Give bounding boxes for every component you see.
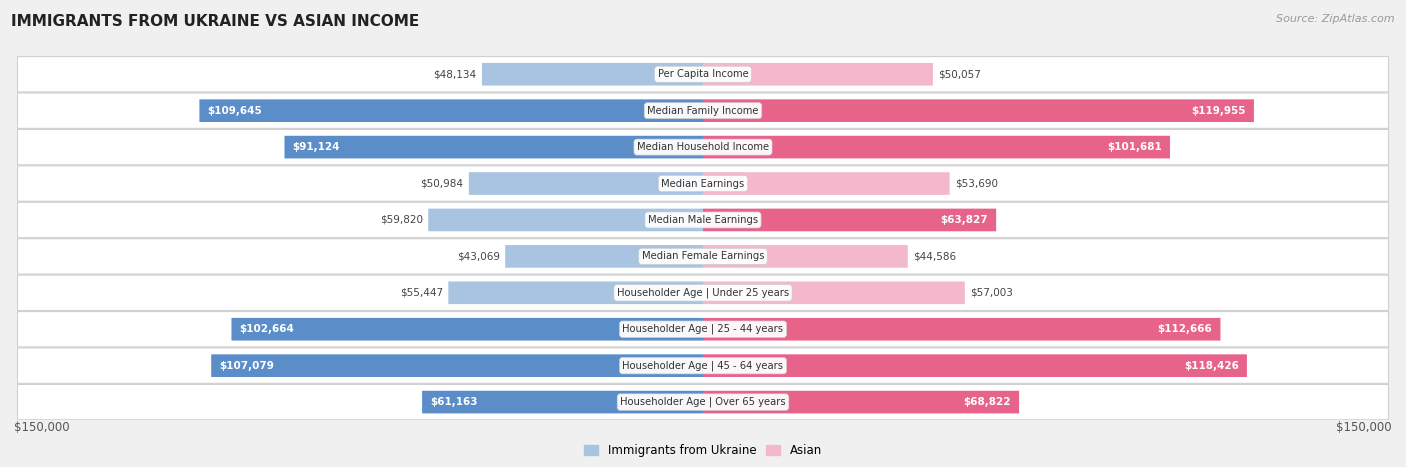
Text: $44,586: $44,586 — [914, 251, 956, 262]
Text: Householder Age | Over 65 years: Householder Age | Over 65 years — [620, 397, 786, 407]
Text: $57,003: $57,003 — [970, 288, 1014, 298]
FancyBboxPatch shape — [703, 99, 1254, 122]
Text: Median Family Income: Median Family Income — [647, 106, 759, 116]
FancyBboxPatch shape — [482, 63, 703, 85]
FancyBboxPatch shape — [703, 391, 1019, 413]
FancyBboxPatch shape — [703, 318, 1220, 340]
FancyBboxPatch shape — [468, 172, 703, 195]
Text: $150,000: $150,000 — [1336, 421, 1392, 434]
FancyBboxPatch shape — [211, 354, 703, 377]
FancyBboxPatch shape — [17, 166, 1389, 201]
FancyBboxPatch shape — [17, 239, 1389, 274]
Text: Median Male Earnings: Median Male Earnings — [648, 215, 758, 225]
Text: Householder Age | Under 25 years: Householder Age | Under 25 years — [617, 288, 789, 298]
FancyBboxPatch shape — [703, 245, 908, 268]
Text: Median Female Earnings: Median Female Earnings — [641, 251, 765, 262]
FancyBboxPatch shape — [284, 136, 703, 158]
Legend: Immigrants from Ukraine, Asian: Immigrants from Ukraine, Asian — [579, 439, 827, 462]
Text: $55,447: $55,447 — [399, 288, 443, 298]
Text: Median Earnings: Median Earnings — [661, 178, 745, 189]
FancyBboxPatch shape — [449, 282, 703, 304]
Text: $119,955: $119,955 — [1191, 106, 1246, 116]
FancyBboxPatch shape — [17, 275, 1389, 311]
FancyBboxPatch shape — [232, 318, 703, 340]
FancyBboxPatch shape — [505, 245, 703, 268]
FancyBboxPatch shape — [703, 172, 949, 195]
Text: $150,000: $150,000 — [14, 421, 70, 434]
Text: $63,827: $63,827 — [941, 215, 988, 225]
Text: Per Capita Income: Per Capita Income — [658, 69, 748, 79]
Text: $50,984: $50,984 — [420, 178, 464, 189]
FancyBboxPatch shape — [703, 354, 1247, 377]
FancyBboxPatch shape — [200, 99, 703, 122]
Text: $118,426: $118,426 — [1184, 361, 1239, 371]
FancyBboxPatch shape — [17, 348, 1389, 383]
Text: $53,690: $53,690 — [955, 178, 998, 189]
Text: $68,822: $68,822 — [963, 397, 1011, 407]
Text: Householder Age | 45 - 64 years: Householder Age | 45 - 64 years — [623, 361, 783, 371]
FancyBboxPatch shape — [17, 93, 1389, 128]
FancyBboxPatch shape — [703, 63, 934, 85]
Text: IMMIGRANTS FROM UKRAINE VS ASIAN INCOME: IMMIGRANTS FROM UKRAINE VS ASIAN INCOME — [11, 14, 419, 29]
FancyBboxPatch shape — [703, 209, 997, 231]
Text: $102,664: $102,664 — [240, 324, 295, 334]
Text: $61,163: $61,163 — [430, 397, 478, 407]
Text: $59,820: $59,820 — [380, 215, 423, 225]
Text: $109,645: $109,645 — [208, 106, 263, 116]
Text: $107,079: $107,079 — [219, 361, 274, 371]
FancyBboxPatch shape — [17, 311, 1389, 347]
Text: $48,134: $48,134 — [433, 69, 477, 79]
FancyBboxPatch shape — [17, 129, 1389, 165]
FancyBboxPatch shape — [17, 384, 1389, 420]
Text: $101,681: $101,681 — [1107, 142, 1161, 152]
FancyBboxPatch shape — [422, 391, 703, 413]
Text: Source: ZipAtlas.com: Source: ZipAtlas.com — [1277, 14, 1395, 24]
FancyBboxPatch shape — [429, 209, 703, 231]
Text: Householder Age | 25 - 44 years: Householder Age | 25 - 44 years — [623, 324, 783, 334]
FancyBboxPatch shape — [703, 282, 965, 304]
Text: $50,057: $50,057 — [938, 69, 981, 79]
FancyBboxPatch shape — [17, 57, 1389, 92]
Text: $43,069: $43,069 — [457, 251, 499, 262]
Text: Median Household Income: Median Household Income — [637, 142, 769, 152]
FancyBboxPatch shape — [703, 136, 1170, 158]
Text: $91,124: $91,124 — [292, 142, 340, 152]
Text: $112,666: $112,666 — [1157, 324, 1212, 334]
FancyBboxPatch shape — [17, 202, 1389, 238]
